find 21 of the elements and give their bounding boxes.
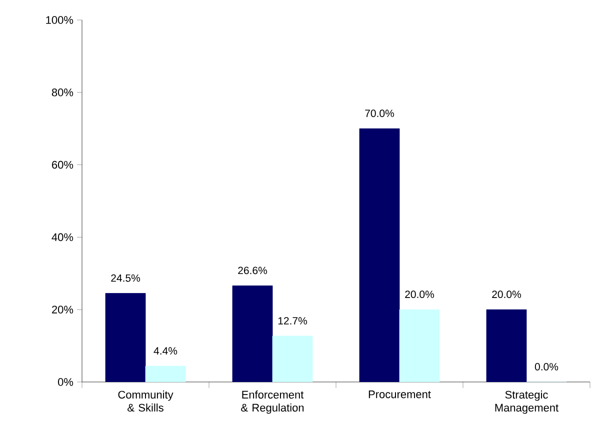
data-label: 24.5% <box>111 274 140 282</box>
data-label: 0.0% <box>534 363 558 370</box>
data-label: 20.0% <box>492 290 521 298</box>
data-label: 70.0% <box>365 110 394 118</box>
x-tick-label: Procurement <box>368 390 431 398</box>
x-tick-label: Strategic Management <box>495 390 559 414</box>
bar <box>145 366 186 382</box>
data-label: 20.0% <box>405 290 434 298</box>
y-tick-label: 80% <box>52 88 74 96</box>
y-tick-label: 100% <box>46 16 74 24</box>
x-tick-label: Enforcement & Regulation <box>241 390 304 414</box>
y-tick-label: 0% <box>58 378 74 386</box>
y-tick-label: 20% <box>52 306 74 314</box>
y-tick-label: 60% <box>52 160 74 169</box>
x-tick-label: Community & Skills <box>118 390 174 412</box>
bar <box>399 309 440 382</box>
bar <box>272 336 313 382</box>
data-label: 4.4% <box>154 347 178 355</box>
data-label: 26.6% <box>238 266 268 274</box>
data-label: 12.7% <box>278 317 308 324</box>
y-tick-label: 40% <box>52 233 74 242</box>
